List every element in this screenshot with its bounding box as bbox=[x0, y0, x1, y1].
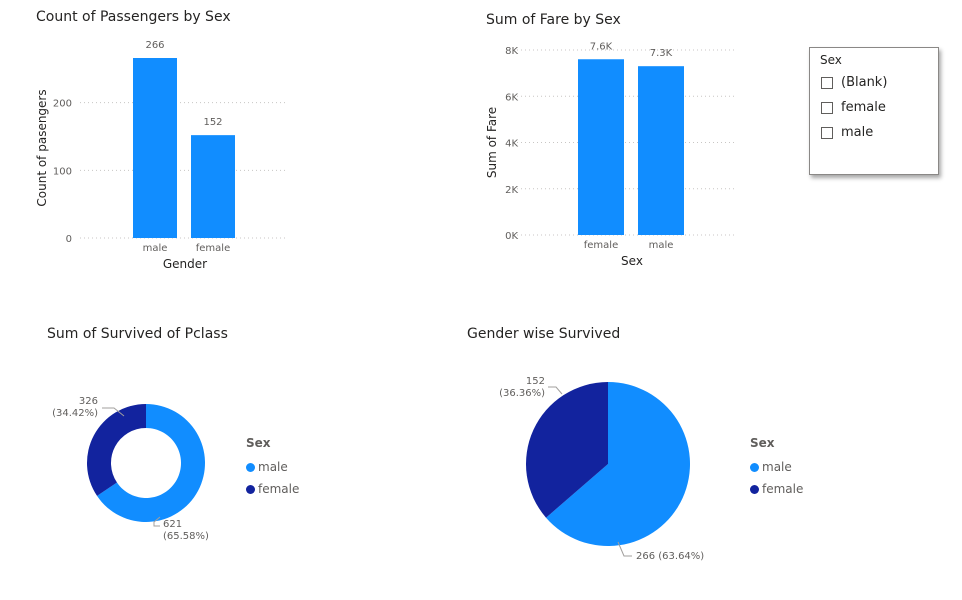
slicer-item-male[interactable]: male bbox=[821, 125, 873, 140]
legend-marker bbox=[246, 462, 255, 472]
chart-title: Sum of Survived of Pclass bbox=[47, 326, 228, 342]
legend: Sex male female bbox=[246, 436, 299, 500]
legend-label: female bbox=[258, 482, 300, 496]
data-label: 7.6K bbox=[590, 41, 613, 52]
bar-female bbox=[578, 59, 624, 235]
legend-marker bbox=[750, 484, 759, 494]
bar-female bbox=[191, 135, 235, 238]
checkbox[interactable] bbox=[821, 76, 833, 89]
slice-male bbox=[97, 404, 205, 522]
leader-line bbox=[153, 516, 161, 527]
bar-male bbox=[638, 66, 684, 235]
sex-slicer[interactable]: Sex (Blank) female male bbox=[809, 47, 939, 175]
slicer-item-blank[interactable]: (Blank) bbox=[821, 75, 887, 90]
slicer-item-label: female bbox=[841, 100, 886, 115]
data-label: 152 bbox=[203, 117, 222, 128]
data-label: (65.58%) bbox=[163, 531, 209, 542]
gender-pie-chart: 266 (63.64%) 152(36.36%) bbox=[499, 376, 704, 562]
legend-label: female bbox=[762, 482, 804, 496]
data-label: 326 bbox=[79, 396, 98, 407]
passengers-by-sex-visual: Count of Passengers by Sex 0 100 200 266 mal… bbox=[0, 0, 300, 290]
x-tick-label: male bbox=[143, 243, 168, 254]
chart-title: Gender wise Survived bbox=[467, 326, 621, 342]
legend-label: male bbox=[762, 460, 792, 474]
data-label: 266 bbox=[145, 40, 164, 51]
checkbox[interactable] bbox=[821, 101, 833, 114]
slice-female bbox=[86, 404, 146, 496]
chart-title: Count of Passengers by Sex bbox=[36, 9, 231, 25]
slicer-item-label: (Blank) bbox=[841, 75, 888, 90]
x-axis-title: Gender bbox=[163, 257, 207, 271]
legend-marker bbox=[246, 484, 255, 494]
y-tick-label: 0 bbox=[66, 234, 72, 245]
legend-item-female[interactable]: female bbox=[246, 478, 299, 500]
slice-male bbox=[546, 382, 691, 546]
slicer-item-label: male bbox=[841, 125, 874, 140]
data-label: 152 bbox=[526, 376, 545, 387]
fare-bar-chart: 0K 2K 4K 6K 8K 7.6K female 7.3K male Sex Sum of Fa… bbox=[485, 41, 736, 268]
fare-by-sex-visual: Sum of Fare by Sex 0K 2K 4K 6K 8K 7.6K female 7… bbox=[460, 0, 760, 290]
slicer-item-female[interactable]: female bbox=[821, 100, 886, 115]
y-tick-label: 100 bbox=[53, 166, 72, 177]
data-label: (36.36%) bbox=[499, 388, 545, 399]
gender-survived-visual: Gender wise Survived 266 (63.64%) 152 (36.… bbox=[440, 310, 860, 590]
chart-title: Sum of Fare by Sex bbox=[486, 12, 621, 28]
slice-female bbox=[526, 382, 608, 518]
legend-item-male[interactable]: male bbox=[750, 456, 803, 478]
x-tick-label: female bbox=[584, 240, 618, 251]
legend-title: Sex bbox=[750, 436, 775, 450]
survived-by-pclass-visual: Sum of Survived of Pclass 621 (65.58%) 326… bbox=[0, 310, 420, 590]
x-axis-title: Sex bbox=[621, 254, 643, 268]
y-tick-label: 6K bbox=[505, 92, 518, 103]
y-tick-label: 200 bbox=[53, 99, 72, 110]
legend-marker bbox=[750, 462, 759, 472]
checkbox[interactable] bbox=[821, 126, 833, 139]
slicer-title: Sex bbox=[820, 53, 842, 67]
y-tick-label: 4K bbox=[505, 139, 518, 150]
y-tick-label: 8K bbox=[505, 46, 518, 57]
y-axis-title: Sum of Fare bbox=[485, 107, 499, 178]
y-tick-label: 2K bbox=[505, 185, 518, 196]
passengers-bar-chart: 0 100 200 266 male 152 female Gender Count of pa… bbox=[35, 40, 288, 271]
leader-line bbox=[102, 407, 125, 417]
leader-line bbox=[617, 541, 632, 557]
x-tick-label: male bbox=[649, 240, 674, 251]
bar-male bbox=[133, 58, 177, 238]
legend-label: male bbox=[258, 460, 288, 474]
leader-line bbox=[548, 386, 563, 395]
data-label: (34.42%) bbox=[52, 408, 98, 419]
legend-item-male[interactable]: male bbox=[246, 456, 299, 478]
legend-title: Sex bbox=[246, 436, 271, 450]
legend: Sex male female bbox=[750, 436, 803, 500]
y-tick-label: 0K bbox=[505, 231, 518, 242]
y-axis-title: Count of pasengers bbox=[35, 89, 49, 206]
x-tick-label: female bbox=[196, 243, 230, 254]
data-label: 621 bbox=[163, 519, 182, 530]
legend-item-female[interactable]: female bbox=[750, 478, 803, 500]
data-label: 266 (63.64%) bbox=[636, 551, 704, 562]
data-label: 7.3K bbox=[650, 48, 673, 59]
pclass-donut-chart: 621(65.58%) 326(34.42%) bbox=[52, 396, 209, 542]
